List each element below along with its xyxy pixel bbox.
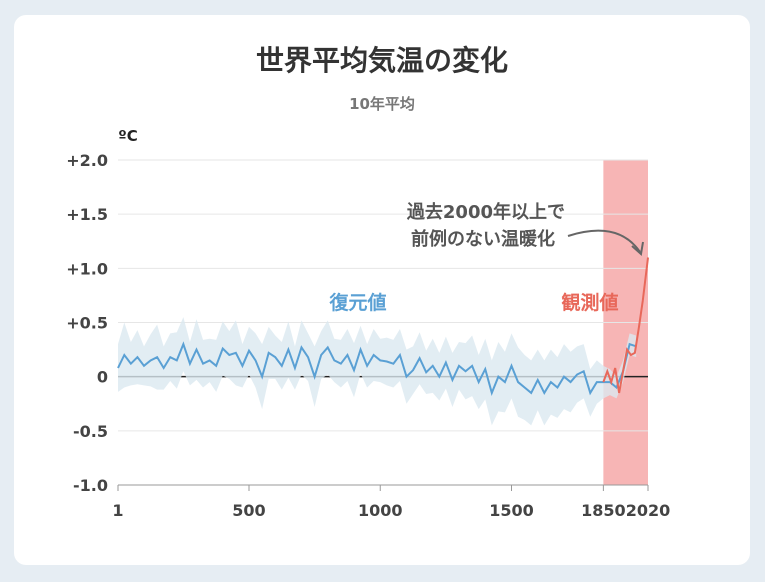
y-tick-label: +1.0 xyxy=(66,259,108,278)
annotation-arrowhead-icon xyxy=(631,241,644,256)
y-axis-unit: ºC xyxy=(118,127,137,145)
y-tick-label: 0 xyxy=(97,368,108,387)
x-tick-label: 1500 xyxy=(489,501,534,520)
reconstruction-uncertainty-band xyxy=(118,317,637,426)
chart-subtitle: 10年平均 xyxy=(349,95,415,113)
x-tick-label: 500 xyxy=(232,501,265,520)
y-tick-label: +0.5 xyxy=(66,314,108,333)
annotation-line-1: 過去2000年以上で xyxy=(407,201,565,223)
x-tick-label: 1 xyxy=(112,501,123,520)
y-tick-label: -1.0 xyxy=(73,476,108,495)
y-tick-label: +1.5 xyxy=(66,205,108,224)
x-tick-label: 1000 xyxy=(358,501,403,520)
y-tick-label: -0.5 xyxy=(73,422,108,441)
reconstruction-line xyxy=(117,341,637,397)
x-tick-label: 1850 xyxy=(581,501,626,520)
reconstruction-label: 復元値 xyxy=(328,291,386,314)
x-tick-label: 2020 xyxy=(626,501,671,520)
annotation-arrow xyxy=(567,229,641,253)
annotation-line-2: 前例のない温暖化 xyxy=(411,228,555,250)
observed-line xyxy=(602,257,649,394)
observed-label: 観測値 xyxy=(561,291,618,314)
y-tick-label: +2.0 xyxy=(66,151,108,170)
chart-title: 世界平均気温の変化 xyxy=(256,44,508,77)
